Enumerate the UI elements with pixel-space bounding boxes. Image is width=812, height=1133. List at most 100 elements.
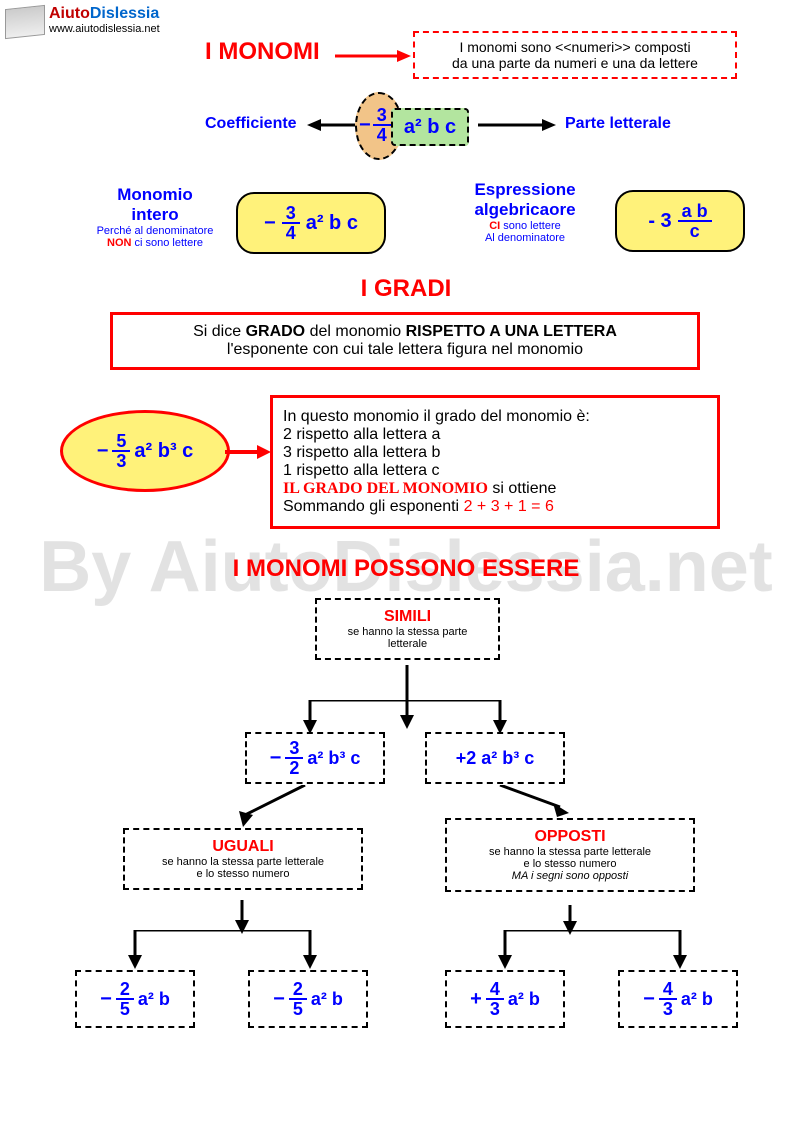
frac-num: 3	[373, 106, 391, 126]
ex4-sign: −	[273, 988, 285, 1011]
arrow-right-icon	[478, 115, 558, 135]
book-icon	[5, 5, 45, 39]
coefficient-fraction: − 3 4	[359, 106, 391, 144]
gd-mid: del monomio	[305, 323, 406, 340]
ex3-num: 2	[116, 980, 134, 1000]
ye-letters: a² b³ c	[134, 440, 193, 463]
opposti-box: OPPOSTI se hanno la stessa parte lettera…	[445, 818, 695, 892]
def-line1: I monomi sono <<numeri>> composti	[421, 39, 729, 55]
label-coefficiente: Coefficiente	[205, 115, 297, 133]
ex5-num: 4	[486, 980, 504, 1000]
ex3-den: 5	[116, 1000, 134, 1018]
split-arrows-icon	[235, 700, 575, 735]
gd-b2: RISPETTO A UNA LETTERA	[406, 323, 617, 340]
ex5-letters: a² b	[508, 989, 540, 1010]
yellow-box-intero: − 3 4 a² b c	[236, 192, 386, 254]
ge-l5rest: si ottiene	[488, 480, 556, 497]
label-parte-letterale: Parte letterale	[565, 115, 671, 133]
arrow-right-icon	[225, 442, 273, 462]
ex4-letters: a² b	[311, 989, 343, 1010]
example-box-2: +2 a² b³ c	[425, 732, 565, 784]
arrow-down-right-icon	[495, 785, 575, 820]
opposti-title: OPPOSTI	[455, 828, 685, 846]
ge-l6r: 2 + 3 + 1 = 6	[464, 498, 554, 515]
ex1-num: 3	[285, 739, 303, 759]
definition-box: I monomi sono <<numeri>> composti da una…	[413, 31, 737, 79]
yb2-den: c	[686, 222, 704, 240]
gd-pre: Si dice	[193, 323, 245, 340]
uguali-title: UGUALI	[133, 838, 353, 856]
yb1-num: 3	[282, 204, 300, 224]
arrow-down-left-icon	[235, 785, 315, 830]
ex4-num: 2	[289, 980, 307, 1000]
yb1-den: 4	[282, 224, 300, 242]
ea-sub2: Al denominatore	[450, 232, 600, 244]
ex3-sign: −	[100, 988, 112, 1011]
frac-den: 4	[373, 126, 391, 144]
simili-sub2: letterale	[325, 638, 490, 650]
uguali-sub1: se hanno la stessa parte letterale	[133, 856, 353, 868]
monomio-intero-block: Monomio intero Perché al denominatore NO…	[80, 185, 230, 249]
ex6-sign: −	[643, 988, 655, 1011]
arrow-right-icon	[335, 46, 413, 66]
logo-blue: Dislessia	[90, 5, 159, 22]
ex6-den: 3	[659, 1000, 677, 1018]
split-arrows-icon	[445, 930, 735, 970]
ex1-letters: a² b³ c	[307, 748, 360, 769]
ex3-letters: a² b	[138, 989, 170, 1010]
ex2-text: +2 a² b³ c	[456, 748, 535, 769]
ge-l4: 1 rispetto alla lettera c	[283, 462, 707, 480]
opposti-sub1: se hanno la stessa parte letterale	[455, 846, 685, 858]
ex5-den: 3	[486, 1000, 504, 1018]
ex4-den: 5	[289, 1000, 307, 1018]
monomial-center: − 3 4 a² b c	[355, 100, 475, 156]
example-box-1: − 3 2 a² b³ c	[245, 732, 385, 784]
simili-sub1: se hanno la stessa parte	[325, 626, 490, 638]
title-monomi: I MONOMI	[205, 38, 320, 66]
opposti-sub2: e lo stesso numero	[455, 858, 685, 870]
mi-sub1: Perché al denominatore	[80, 225, 230, 237]
example-box-6: − 43 a² b	[618, 970, 738, 1028]
ex1-den: 2	[285, 759, 303, 777]
espressione-block: Espressione algebricaore CI sono lettere…	[450, 180, 600, 244]
ex5-sign: +	[470, 988, 482, 1011]
uguali-sub2: e lo stesso numero	[133, 868, 353, 880]
mi-title1: Monomio	[80, 185, 230, 205]
ea-ci: CI	[489, 220, 500, 232]
letters: a² b c	[404, 116, 456, 139]
letter-part-rect: a² b c	[391, 108, 469, 146]
yellow-ellipse-monomial: − 5 3 a² b³ c	[60, 410, 230, 492]
yb2-num: a b	[678, 202, 712, 222]
yellow-box-espr: - 3 a b c	[615, 190, 745, 252]
simili-title: SIMILI	[325, 608, 490, 626]
ea-title2: algebricaore	[450, 200, 600, 220]
split-arrows-icon	[75, 930, 365, 970]
gd-b1: GRADO	[246, 323, 306, 340]
ge-l1: In questo monomio il grado del monomio è…	[283, 408, 707, 426]
mi-non: NON	[107, 237, 131, 249]
example-box-3: − 25 a² b	[75, 970, 195, 1028]
gd-line2: l'esponente con cui tale lettera figura …	[121, 341, 689, 359]
arrow-left-icon	[307, 115, 355, 135]
logo-red: Aiuto	[49, 5, 90, 22]
ea-rest: sono lettere	[500, 220, 561, 232]
def-line2: da una parte da numeri e una da lettere	[421, 55, 729, 71]
ea-title1: Espressione	[450, 180, 600, 200]
title-possono-essere: I MONOMI POSSONO ESSERE	[0, 555, 812, 583]
yb1-letters: a² b c	[306, 212, 358, 235]
grado-definition-box: Si dice GRADO del monomio RISPETTO A UNA…	[110, 312, 700, 370]
ge-l3: 3 rispetto alla lettera b	[283, 444, 707, 462]
grado-explanation-box: In questo monomio il grado del monomio è…	[270, 395, 720, 529]
ye-den: 3	[112, 452, 130, 470]
opposti-sub3: MA i segni sono opposti	[455, 870, 685, 882]
ye-num: 5	[112, 432, 130, 452]
ex6-letters: a² b	[681, 989, 713, 1010]
ge-l6p: Sommando gli esponenti	[283, 498, 464, 515]
ge-l5r: IL GRADO DEL MONOMIO	[283, 480, 488, 497]
example-box-5: + 43 a² b	[445, 970, 565, 1028]
mi-title2: intero	[80, 205, 230, 225]
mi-rest: ci sono lettere	[131, 237, 203, 249]
title-gradi: I GRADI	[0, 275, 812, 303]
ex6-num: 4	[659, 980, 677, 1000]
site-logo: AiutoDislessia www.aiutodislessia.net	[5, 5, 160, 35]
